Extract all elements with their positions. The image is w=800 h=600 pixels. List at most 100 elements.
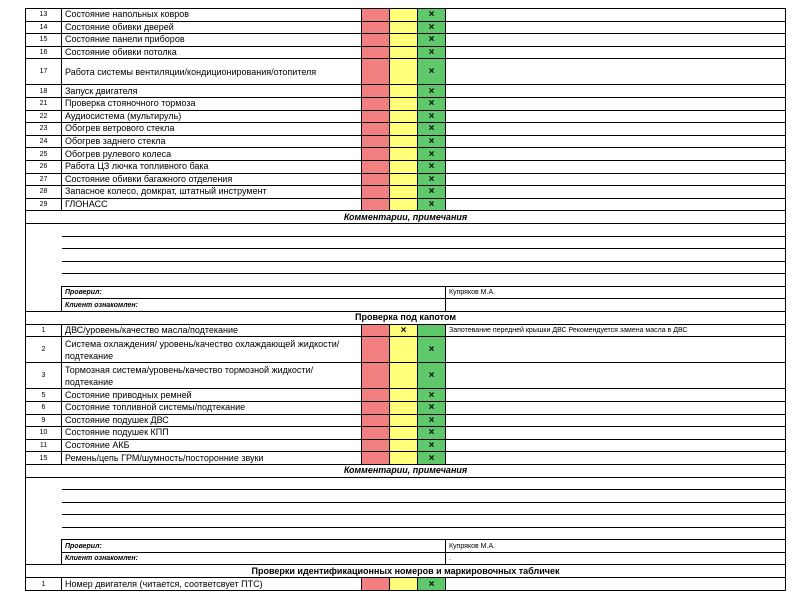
status-yellow-cell[interactable] [389, 362, 418, 390]
status-green-cell[interactable]: × [417, 401, 446, 415]
status-yellow-cell[interactable] [389, 159, 418, 174]
status-yellow-cell[interactable] [389, 8, 418, 22]
status-yellow-cell[interactable] [389, 84, 418, 98]
comment-line[interactable] [61, 235, 786, 250]
status-red-cell[interactable] [361, 45, 390, 60]
status-green-cell[interactable]: × [417, 172, 446, 187]
status-yellow-cell[interactable] [389, 109, 418, 124]
status-yellow-cell[interactable] [389, 401, 418, 415]
row-comment[interactable] [445, 197, 786, 212]
comment-line[interactable] [61, 489, 786, 503]
status-yellow-cell[interactable] [389, 96, 418, 111]
row-comment[interactable] [445, 401, 786, 415]
client-acknowledged-value[interactable]: . [445, 551, 786, 566]
row-comment[interactable] [445, 426, 786, 440]
row-comment[interactable] [445, 451, 786, 465]
status-red-cell[interactable] [361, 413, 390, 428]
status-yellow-cell[interactable]: × [389, 323, 418, 338]
status-red-cell[interactable] [361, 323, 390, 338]
row-comment[interactable] [445, 388, 786, 402]
comment-line[interactable] [61, 514, 786, 528]
status-green-cell[interactable]: × [417, 577, 446, 592]
status-yellow-cell[interactable] [389, 20, 418, 35]
comment-line[interactable] [61, 273, 786, 287]
status-red-cell[interactable] [361, 147, 390, 161]
status-yellow-cell[interactable] [389, 388, 418, 402]
status-green-cell[interactable]: × [417, 122, 446, 136]
status-yellow-cell[interactable] [389, 33, 418, 47]
status-red-cell[interactable] [361, 122, 390, 136]
status-yellow-cell[interactable] [389, 336, 418, 364]
status-red-cell[interactable] [361, 197, 390, 212]
row-comment[interactable] [445, 20, 786, 35]
comment-line[interactable] [61, 248, 786, 262]
status-red-cell[interactable] [361, 20, 390, 35]
status-yellow-cell[interactable] [389, 122, 418, 136]
status-green-cell[interactable]: × [417, 147, 446, 161]
row-comment[interactable] [445, 122, 786, 136]
row-comment[interactable] [445, 58, 786, 86]
row-comment[interactable] [445, 96, 786, 111]
status-red-cell[interactable] [361, 58, 390, 86]
status-green-cell[interactable]: × [417, 438, 446, 453]
status-green-cell[interactable]: × [417, 109, 446, 124]
row-comment[interactable] [445, 8, 786, 22]
status-red-cell[interactable] [361, 33, 390, 47]
status-green-cell[interactable]: × [417, 197, 446, 212]
status-red-cell[interactable] [361, 438, 390, 453]
status-green-cell[interactable]: × [417, 8, 446, 22]
status-red-cell[interactable] [361, 401, 390, 415]
row-comment[interactable] [445, 185, 786, 199]
status-green-cell[interactable]: × [417, 84, 446, 98]
status-red-cell[interactable] [361, 185, 390, 199]
status-yellow-cell[interactable] [389, 45, 418, 60]
status-red-cell[interactable] [361, 577, 390, 592]
status-red-cell[interactable] [361, 172, 390, 187]
row-comment[interactable] [445, 413, 786, 428]
row-comment[interactable]: Запотевание передней крышки ДВС Рекоменд… [445, 323, 786, 338]
status-yellow-cell[interactable] [389, 451, 418, 465]
comment-line[interactable] [61, 526, 786, 541]
status-yellow-cell[interactable] [389, 577, 418, 592]
row-comment[interactable] [445, 134, 786, 149]
row-comment[interactable] [445, 33, 786, 47]
row-comment[interactable] [445, 147, 786, 161]
client-acknowledged-value[interactable] [445, 298, 786, 312]
status-green-cell[interactable]: × [417, 45, 446, 60]
row-comment[interactable] [445, 84, 786, 98]
status-yellow-cell[interactable] [389, 438, 418, 453]
status-green-cell[interactable]: × [417, 58, 446, 86]
status-green-cell[interactable]: × [417, 134, 446, 149]
status-green-cell[interactable]: × [417, 185, 446, 199]
status-green-cell[interactable]: × [417, 426, 446, 440]
status-green-cell[interactable]: × [417, 362, 446, 390]
status-green-cell[interactable]: × [417, 96, 446, 111]
status-green-cell[interactable]: × [417, 159, 446, 174]
status-yellow-cell[interactable] [389, 58, 418, 86]
status-yellow-cell[interactable] [389, 426, 418, 440]
status-green-cell[interactable]: × [417, 413, 446, 428]
comment-line[interactable] [61, 260, 786, 275]
status-red-cell[interactable] [361, 159, 390, 174]
status-green-cell[interactable]: × [417, 336, 446, 364]
status-red-cell[interactable] [361, 426, 390, 440]
row-comment[interactable] [445, 172, 786, 187]
row-comment[interactable] [445, 362, 786, 390]
status-green-cell[interactable] [417, 323, 446, 338]
status-red-cell[interactable] [361, 336, 390, 364]
status-green-cell[interactable]: × [417, 20, 446, 35]
status-yellow-cell[interactable] [389, 172, 418, 187]
status-green-cell[interactable]: × [417, 451, 446, 465]
row-comment[interactable] [445, 336, 786, 364]
status-red-cell[interactable] [361, 109, 390, 124]
status-red-cell[interactable] [361, 96, 390, 111]
status-red-cell[interactable] [361, 84, 390, 98]
row-comment[interactable] [445, 159, 786, 174]
status-red-cell[interactable] [361, 451, 390, 465]
status-yellow-cell[interactable] [389, 185, 418, 199]
status-red-cell[interactable] [361, 362, 390, 390]
status-yellow-cell[interactable] [389, 413, 418, 428]
row-comment[interactable] [445, 45, 786, 60]
status-yellow-cell[interactable] [389, 197, 418, 212]
row-comment[interactable] [445, 577, 786, 592]
